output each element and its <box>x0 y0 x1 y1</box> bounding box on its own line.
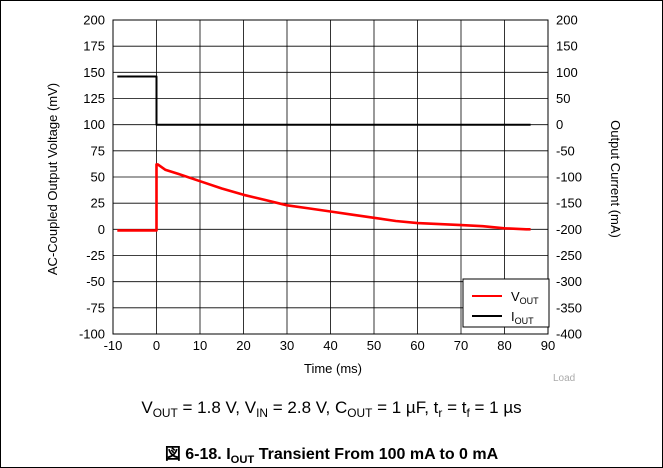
watermark-text: Load <box>553 373 576 384</box>
x-tick-label: 30 <box>280 338 294 353</box>
y-left-tick-label: -25 <box>86 248 105 263</box>
y-left-tick-label: 200 <box>83 13 105 28</box>
y-right-tick-label: -350 <box>556 300 582 315</box>
test-conditions: VOUT = 1.8 V, VIN = 2.8 V, COUT = 1 µF, … <box>141 398 522 421</box>
y-right-tick-label: -400 <box>556 327 582 342</box>
y-right-tick-label: -100 <box>556 170 582 185</box>
transient-chart: -10 0 10 20 30 40 50 60 70 80 90-100-75-50-2502550… <box>45 13 623 377</box>
x-tick-label: 10 <box>193 338 207 353</box>
x-tick-label: 20 <box>236 338 250 353</box>
y-left-tick-label: -75 <box>86 300 105 315</box>
y-left-tick-label: 175 <box>83 39 105 54</box>
y-right-tick-label: -200 <box>556 222 582 237</box>
y-right-tick-label: 150 <box>556 39 578 54</box>
legend-box <box>462 278 550 328</box>
figure-caption: 図 6-18. IOUT Transient From 100 mA to 0 … <box>164 446 499 466</box>
legend-label-iout: IOUT <box>511 309 534 326</box>
legend: VOUT IOUT <box>462 278 550 328</box>
y-axis-right-label: Output Current (mA) <box>608 120 623 238</box>
y-right-tick-label: 50 <box>556 91 570 106</box>
y-right-tick-label: -50 <box>556 143 575 158</box>
y-right-tick-label: -300 <box>556 274 582 289</box>
y-left-tick-label: 0 <box>98 222 105 237</box>
x-axis-label: Time (ms) <box>304 361 362 376</box>
series-layer <box>117 75 531 232</box>
x-tick-label: -10 <box>104 338 123 353</box>
x-tick-label: 80 <box>497 338 511 353</box>
x-tick-label: 70 <box>454 338 468 353</box>
x-tick-label: 40 <box>323 338 337 353</box>
y-right-tick-label: -250 <box>556 248 582 263</box>
y-axis-left-label: AC-Coupled Output Voltage (mV) <box>45 83 60 275</box>
x-tick-label: 90 <box>541 338 555 353</box>
legend-label-vout: VOUT <box>511 289 539 306</box>
x-tick-label: 0 <box>153 338 160 353</box>
x-tick-label: 50 <box>367 338 381 353</box>
y-right-tick-label: -150 <box>556 196 582 211</box>
x-tick-label: 60 <box>410 338 424 353</box>
y-left-tick-label: 150 <box>83 65 105 80</box>
series-line-vout <box>117 163 531 232</box>
plot-area <box>112 19 549 335</box>
y-right-tick-label: 200 <box>556 13 578 28</box>
y-left-tick-label: -100 <box>79 327 105 342</box>
y-left-tick-label: 75 <box>91 143 105 158</box>
y-left-tick-label: 100 <box>83 117 105 132</box>
y-left-tick-label: 50 <box>91 170 105 185</box>
y-left-tick-label: -50 <box>86 274 105 289</box>
y-right-tick-label: 0 <box>556 117 563 132</box>
series-line-iout <box>117 75 531 126</box>
y-right-tick-label: 100 <box>556 65 578 80</box>
y-left-tick-label: 25 <box>91 196 105 211</box>
tick-labels: -10 0 10 20 30 40 50 60 70 80 90-100-75-50-2502550… <box>79 13 582 354</box>
y-left-tick-label: 125 <box>83 91 105 106</box>
